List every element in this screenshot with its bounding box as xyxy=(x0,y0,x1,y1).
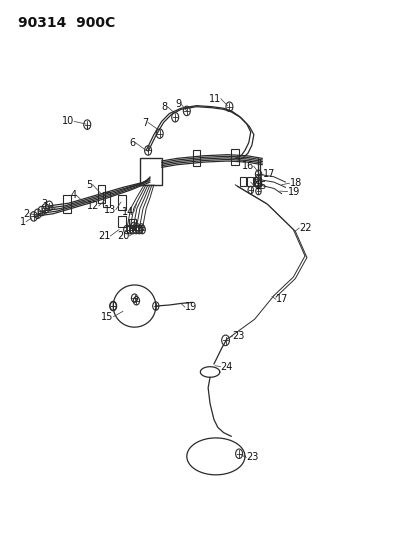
Text: 18: 18 xyxy=(290,178,302,188)
Text: 8: 8 xyxy=(161,102,167,112)
Bar xyxy=(247,177,253,187)
Bar xyxy=(129,219,136,228)
Text: 23: 23 xyxy=(233,331,245,341)
Text: 14: 14 xyxy=(121,207,134,217)
Text: 10: 10 xyxy=(62,116,74,126)
Text: 24: 24 xyxy=(220,362,233,372)
Bar xyxy=(254,177,260,187)
Text: 1: 1 xyxy=(20,217,26,227)
Bar xyxy=(193,150,200,166)
Text: 4: 4 xyxy=(70,190,76,200)
Text: 17: 17 xyxy=(276,294,288,304)
Bar xyxy=(98,185,105,204)
Text: 6: 6 xyxy=(129,138,135,148)
Text: 15: 15 xyxy=(255,181,267,191)
Text: 16: 16 xyxy=(242,161,254,171)
Text: 20: 20 xyxy=(117,231,129,241)
Bar xyxy=(63,195,71,214)
Text: 12: 12 xyxy=(86,201,99,211)
Bar xyxy=(231,149,239,165)
Text: 90314  900C: 90314 900C xyxy=(18,16,116,30)
Text: 21: 21 xyxy=(98,231,110,241)
Text: 7: 7 xyxy=(142,117,148,127)
Text: 2: 2 xyxy=(24,209,30,219)
Text: 23: 23 xyxy=(246,453,259,463)
Text: 19: 19 xyxy=(288,187,300,197)
Text: 22: 22 xyxy=(299,223,312,233)
Text: 17: 17 xyxy=(263,169,275,179)
Text: 19: 19 xyxy=(185,302,197,312)
Bar xyxy=(140,158,162,185)
Text: 13: 13 xyxy=(104,205,116,215)
Text: 9: 9 xyxy=(175,99,181,109)
Text: 3: 3 xyxy=(41,199,47,209)
Bar xyxy=(118,216,126,228)
Bar xyxy=(240,177,246,187)
Bar xyxy=(103,192,110,207)
Text: 5: 5 xyxy=(86,180,93,190)
Bar xyxy=(118,195,126,209)
Text: 11: 11 xyxy=(209,94,221,104)
Text: 15: 15 xyxy=(101,312,114,321)
